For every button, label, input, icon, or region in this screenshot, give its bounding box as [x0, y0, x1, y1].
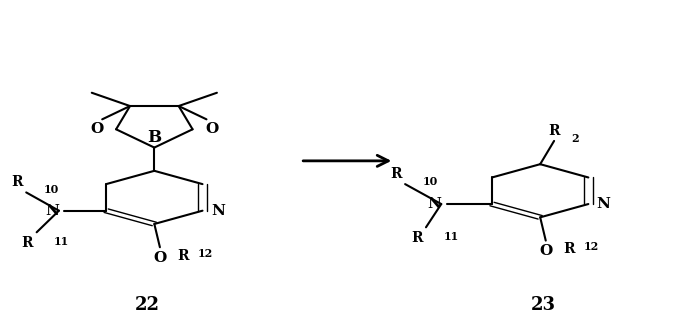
Text: 12: 12 — [584, 241, 600, 252]
Text: 22: 22 — [135, 296, 160, 314]
Text: 11: 11 — [443, 230, 459, 242]
Text: B: B — [147, 129, 161, 146]
Text: 2: 2 — [572, 133, 579, 144]
Text: R: R — [22, 236, 34, 250]
Text: R: R — [177, 249, 188, 263]
Text: R: R — [563, 242, 574, 256]
Text: R: R — [411, 230, 422, 245]
Text: N: N — [427, 197, 441, 211]
Text: 12: 12 — [198, 248, 214, 259]
Text: R: R — [549, 124, 560, 138]
Text: O: O — [205, 122, 218, 136]
Text: O: O — [90, 122, 103, 136]
Text: 10: 10 — [422, 176, 438, 187]
Text: 23: 23 — [531, 296, 556, 314]
Text: O: O — [154, 251, 167, 265]
Text: N: N — [211, 204, 225, 218]
Text: 11: 11 — [54, 236, 69, 247]
Text: 10: 10 — [43, 184, 59, 195]
Text: R: R — [390, 167, 401, 181]
Text: N: N — [45, 204, 59, 218]
Text: O: O — [539, 244, 552, 258]
Text: R: R — [11, 175, 23, 189]
Text: N: N — [597, 197, 611, 211]
